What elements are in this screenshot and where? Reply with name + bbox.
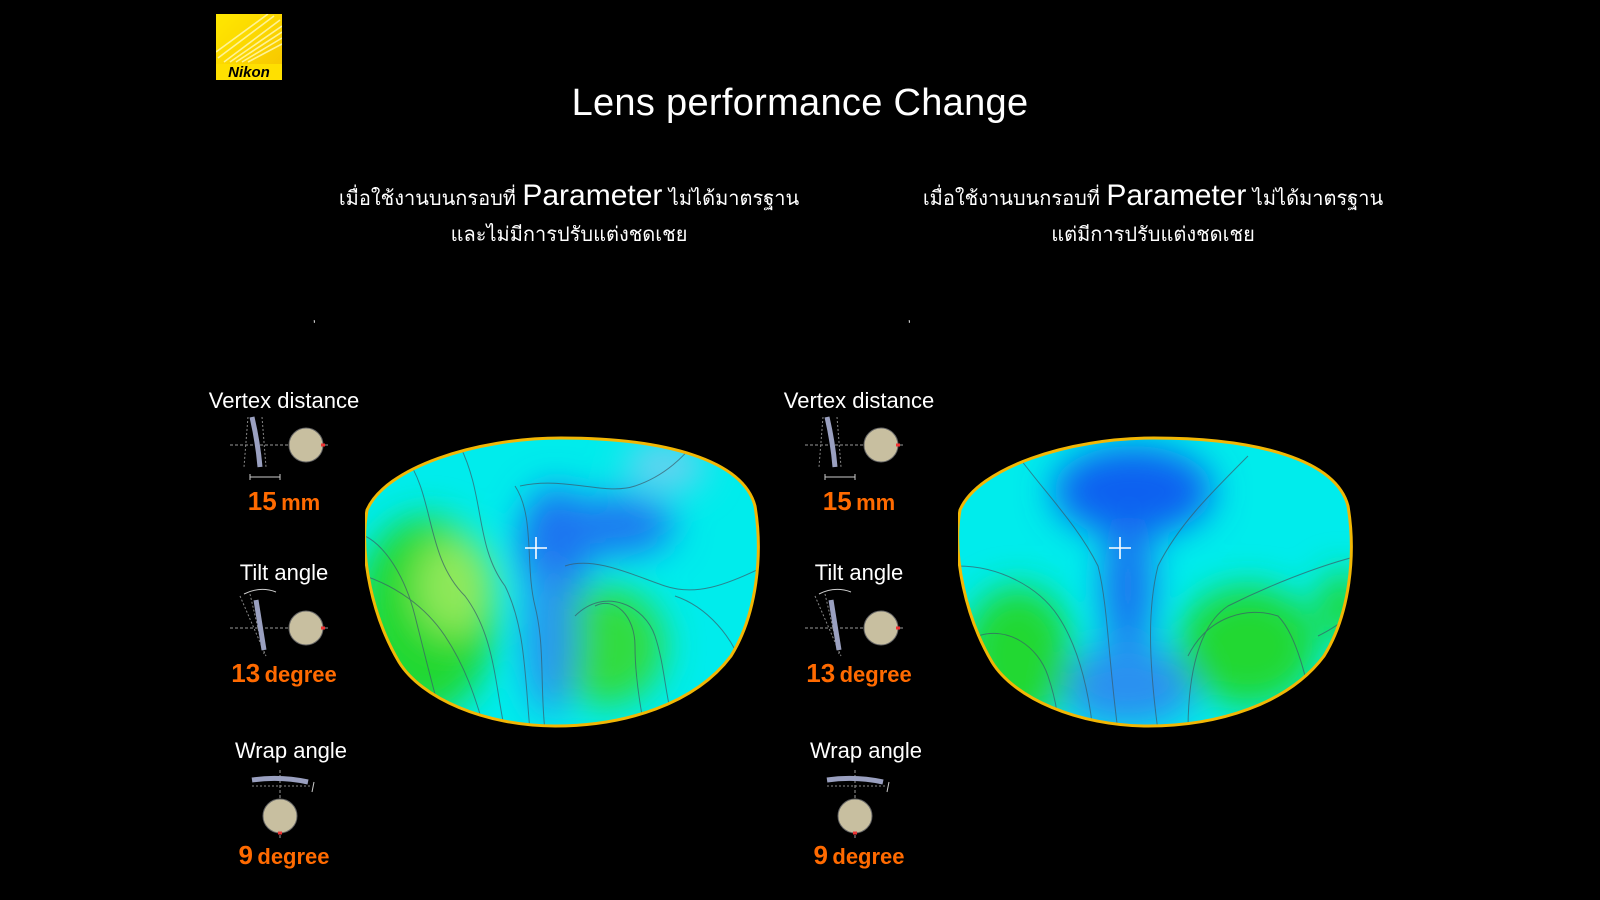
wrap-value-right: 9 degree <box>759 840 959 871</box>
caption-right: เมื่อใช้งานบนกรอบที่ Parameter ไม่ได้มาต… <box>873 178 1433 252</box>
tilt-unit-right: degree <box>839 662 912 687</box>
tilt-unit-left: degree <box>264 662 337 687</box>
vertex-number-left: 15 <box>247 486 277 516</box>
lens-map-right <box>956 436 1358 736</box>
tick-mark-left: ʼ <box>313 318 316 332</box>
lens-map-left <box>363 436 765 736</box>
caption-right-line2: แต่มีการปรับแต่งชดเชย <box>1051 222 1255 246</box>
vertex-value-left: 15 mm <box>184 486 384 517</box>
tilt-label-left: Tilt angle <box>239 560 329 585</box>
tilt-value-right: 13 degree <box>759 658 959 689</box>
wrap-label-left: Wrap angle <box>234 738 348 763</box>
vertex-unit-right: mm <box>856 490 896 515</box>
wrap-unit-left: degree <box>257 844 330 869</box>
tick-mark-right: ʼ <box>908 318 911 332</box>
wrap-label-right: Wrap angle <box>809 738 923 763</box>
tilt-diagram-right <box>805 588 905 663</box>
vertex-diagram-right <box>805 415 905 490</box>
tilt-diagram-left <box>230 588 330 663</box>
caption-right-prefix: เมื่อใช้งานบนกรอบที่ <box>922 186 1100 210</box>
vertex-value-right: 15 mm <box>759 486 959 517</box>
wrap-diagram-left <box>242 770 322 845</box>
logo-wordmark: Nikon <box>228 64 270 80</box>
vertex-diagram-left <box>230 415 330 490</box>
wrap-value-left: 9 degree <box>184 840 384 871</box>
wrap-unit-right: degree <box>832 844 905 869</box>
nikon-logo: Nikon <box>215 13 283 81</box>
vertex-label-right: Vertex distance <box>783 388 935 413</box>
wrap-number-left: 9 <box>238 840 253 870</box>
caption-left: เมื่อใช้งานบนกรอบที่ Parameter ไม่ได้มาต… <box>289 178 849 252</box>
wrap-number-right: 9 <box>813 840 828 870</box>
caption-left-suffix: ไม่ได้มาตรฐาน <box>668 186 800 210</box>
tilt-number-left: 13 <box>231 658 261 688</box>
tilt-value-left: 13 degree <box>184 658 384 689</box>
wrap-diagram-right <box>817 770 897 845</box>
vertex-unit-left: mm <box>281 490 321 515</box>
vertex-label-left: Vertex distance <box>208 388 360 413</box>
caption-left-line2: และไม่มีการปรับแต่งชดเชย <box>450 222 688 246</box>
page-title: Lens performance Change <box>571 82 1029 124</box>
caption-right-suffix: ไม่ได้มาตรฐาน <box>1252 186 1384 210</box>
caption-left-param: Parameter <box>522 179 663 212</box>
tilt-number-right: 13 <box>806 658 836 688</box>
caption-left-prefix: เมื่อใช้งานบนกรอบที่ <box>338 186 516 210</box>
vertex-number-right: 15 <box>822 486 852 516</box>
caption-right-param: Parameter <box>1106 179 1247 212</box>
tilt-label-right: Tilt angle <box>814 560 904 585</box>
